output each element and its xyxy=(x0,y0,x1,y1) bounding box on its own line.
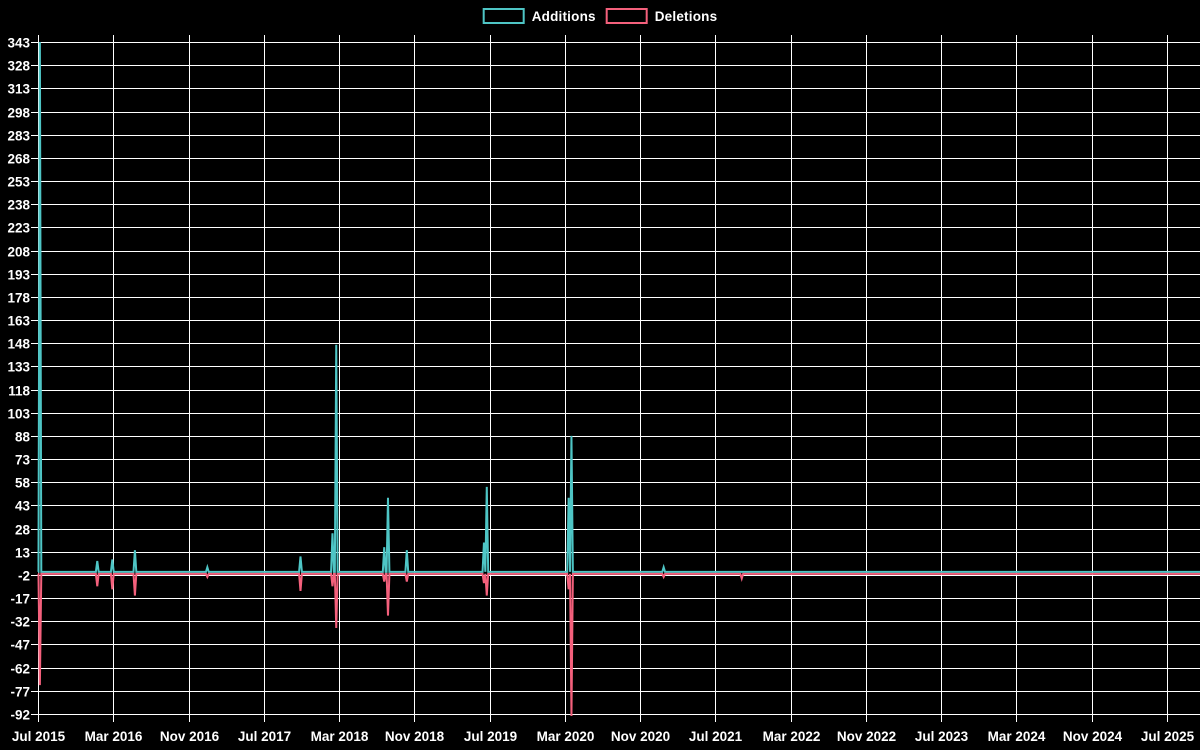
svg-text:Mar 2018: Mar 2018 xyxy=(311,729,369,744)
svg-text:Nov 2016: Nov 2016 xyxy=(160,729,220,744)
svg-text:268: 268 xyxy=(7,152,30,167)
legend-item-additions[interactable]: Additions xyxy=(482,8,596,24)
svg-text:Jul 2021: Jul 2021 xyxy=(689,729,743,744)
svg-text:58: 58 xyxy=(15,476,31,491)
svg-text:Jul 2019: Jul 2019 xyxy=(464,729,517,744)
svg-text:-62: -62 xyxy=(10,662,30,677)
svg-text:148: 148 xyxy=(7,337,30,352)
svg-text:-47: -47 xyxy=(10,638,30,653)
svg-text:103: 103 xyxy=(7,407,30,422)
svg-text:133: 133 xyxy=(7,360,30,375)
svg-text:328: 328 xyxy=(7,59,30,74)
svg-text:Mar 2020: Mar 2020 xyxy=(537,729,595,744)
additions-line xyxy=(37,41,1200,573)
svg-text:Mar 2022: Mar 2022 xyxy=(763,729,821,744)
deletions-legend-label: Deletions xyxy=(654,8,718,24)
svg-text:Mar 2016: Mar 2016 xyxy=(85,729,143,744)
svg-text:Nov 2022: Nov 2022 xyxy=(837,729,896,744)
svg-text:Jul 2017: Jul 2017 xyxy=(238,729,291,744)
svg-text:298: 298 xyxy=(7,106,30,121)
svg-text:-2: -2 xyxy=(18,569,30,584)
svg-text:Jul 2015: Jul 2015 xyxy=(12,729,66,744)
svg-text:Nov 2020: Nov 2020 xyxy=(611,729,670,744)
additions-swatch-icon xyxy=(482,8,525,24)
svg-text:28: 28 xyxy=(15,523,31,538)
svg-text:13: 13 xyxy=(15,546,31,561)
svg-text:Jul 2025: Jul 2025 xyxy=(1141,729,1195,744)
deletions-line xyxy=(37,572,1200,717)
svg-text:253: 253 xyxy=(7,175,30,190)
svg-text:Mar 2024: Mar 2024 xyxy=(988,729,1046,744)
svg-text:Nov 2018: Nov 2018 xyxy=(385,729,445,744)
svg-text:193: 193 xyxy=(7,268,30,283)
svg-text:Nov 2024: Nov 2024 xyxy=(1063,729,1123,744)
svg-text:343: 343 xyxy=(7,36,30,51)
svg-text:-32: -32 xyxy=(10,615,30,630)
svg-text:223: 223 xyxy=(7,221,30,236)
svg-text:313: 313 xyxy=(7,82,30,97)
svg-text:-77: -77 xyxy=(10,685,30,700)
svg-text:238: 238 xyxy=(7,198,30,213)
svg-text:88: 88 xyxy=(15,430,31,445)
svg-text:163: 163 xyxy=(7,314,30,329)
horizontal-gridlines xyxy=(31,42,1200,715)
vertical-gridlines xyxy=(38,35,1168,722)
svg-text:-17: -17 xyxy=(10,592,30,607)
legend-item-deletions[interactable]: Deletions xyxy=(605,8,718,24)
y-axis-labels: 343 328 313 298 283 268 253 238 223 208 193 178 163 1… xyxy=(7,36,30,723)
svg-text:43: 43 xyxy=(15,499,31,514)
additions-legend-label: Additions xyxy=(531,8,596,24)
deletions-swatch-icon xyxy=(605,8,648,24)
svg-text:73: 73 xyxy=(15,453,31,468)
svg-text:208: 208 xyxy=(7,245,30,260)
chart-legend: Additions Deletions xyxy=(482,8,718,24)
svg-text:283: 283 xyxy=(7,129,30,144)
svg-text:118: 118 xyxy=(8,384,30,399)
svg-text:-92: -92 xyxy=(10,708,30,723)
svg-text:Jul 2023: Jul 2023 xyxy=(915,729,969,744)
x-axis-labels: Jul 2015 Mar 2016 Nov 2016 Jul 2017 Mar 2018… xyxy=(12,729,1195,744)
svg-text:178: 178 xyxy=(7,291,30,306)
